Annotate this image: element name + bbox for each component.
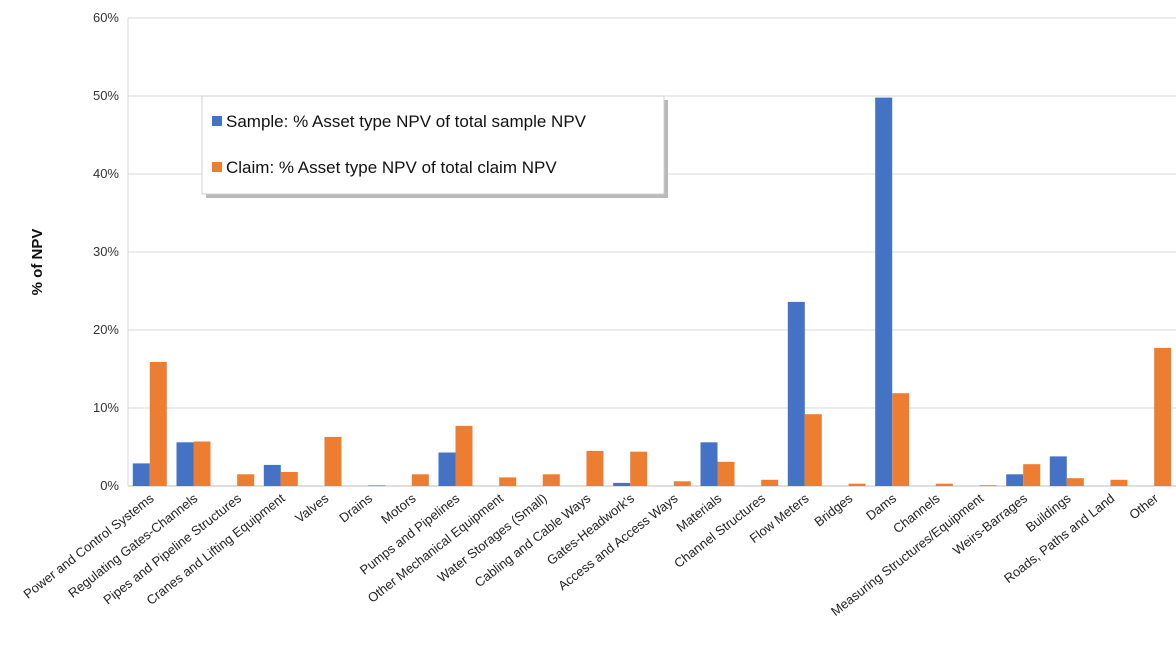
y-axis-ticks: 0% 10% 20% 30% 40% 50% 60% — [93, 10, 119, 493]
bar-sample — [132, 463, 150, 486]
bar-claim — [804, 414, 822, 486]
bar-claim — [237, 474, 255, 486]
bar-sample — [787, 301, 805, 486]
bar-claim — [1066, 478, 1084, 486]
bar-claim — [368, 485, 386, 486]
bar-claim — [673, 481, 691, 486]
bar-sample — [613, 482, 631, 486]
x-category-label: Drains — [336, 490, 375, 525]
bar-sample — [263, 464, 281, 486]
bar-claim — [324, 436, 342, 486]
bar-sample — [1006, 474, 1024, 486]
y-tick-label: 30% — [93, 244, 119, 259]
bar-claim — [149, 362, 167, 486]
bar-claim — [1023, 464, 1041, 486]
y-tick-label: 50% — [93, 88, 119, 103]
bar-claim — [848, 483, 866, 486]
bar-claim — [411, 474, 429, 486]
bar-claim — [280, 472, 298, 486]
gridlines — [127, 17, 1176, 487]
y-axis-label: % of NPV — [29, 229, 46, 296]
x-category-label: Valves — [292, 490, 332, 526]
bar-claim — [193, 441, 211, 486]
legend-box — [201, 95, 665, 195]
legend: Sample: % Asset type NPV of total sample… — [201, 95, 668, 198]
y-tick-label: 20% — [93, 322, 119, 337]
bars — [132, 97, 1172, 486]
bar-claim — [761, 479, 779, 486]
bar-sample — [438, 452, 456, 486]
bar-sample — [700, 442, 718, 486]
x-category-label: Dams — [863, 490, 899, 523]
bar-claim — [979, 485, 997, 486]
bar-claim — [1154, 347, 1172, 486]
y-tick-label: 10% — [93, 400, 119, 415]
bar-claim — [892, 393, 910, 486]
bar-claim — [717, 461, 735, 486]
bar-sample — [1049, 456, 1067, 486]
legend-swatch-claim — [212, 162, 222, 172]
legend-swatch-sample — [212, 116, 222, 126]
x-category-label: Other — [1126, 490, 1161, 522]
legend-label-claim: Claim: % Asset type NPV of total claim N… — [226, 158, 557, 177]
bar-claim — [542, 474, 560, 486]
bar-claim — [455, 425, 473, 486]
x-category-label: Weirs-Barrages — [950, 490, 1031, 558]
y-tick-label: 0% — [100, 478, 119, 493]
y-tick-label: 40% — [93, 166, 119, 181]
bar-sample — [875, 97, 893, 486]
legend-label-sample: Sample: % Asset type NPV of total sample… — [226, 112, 587, 131]
bar-claim — [935, 483, 953, 486]
bar-sample — [176, 442, 194, 486]
bar-claim — [499, 477, 517, 486]
bar-claim — [586, 450, 604, 486]
y-tick-label: 60% — [93, 10, 119, 25]
x-category-label: Bridges — [811, 490, 855, 529]
bar-claim — [1110, 479, 1128, 486]
bar-claim — [630, 451, 648, 486]
